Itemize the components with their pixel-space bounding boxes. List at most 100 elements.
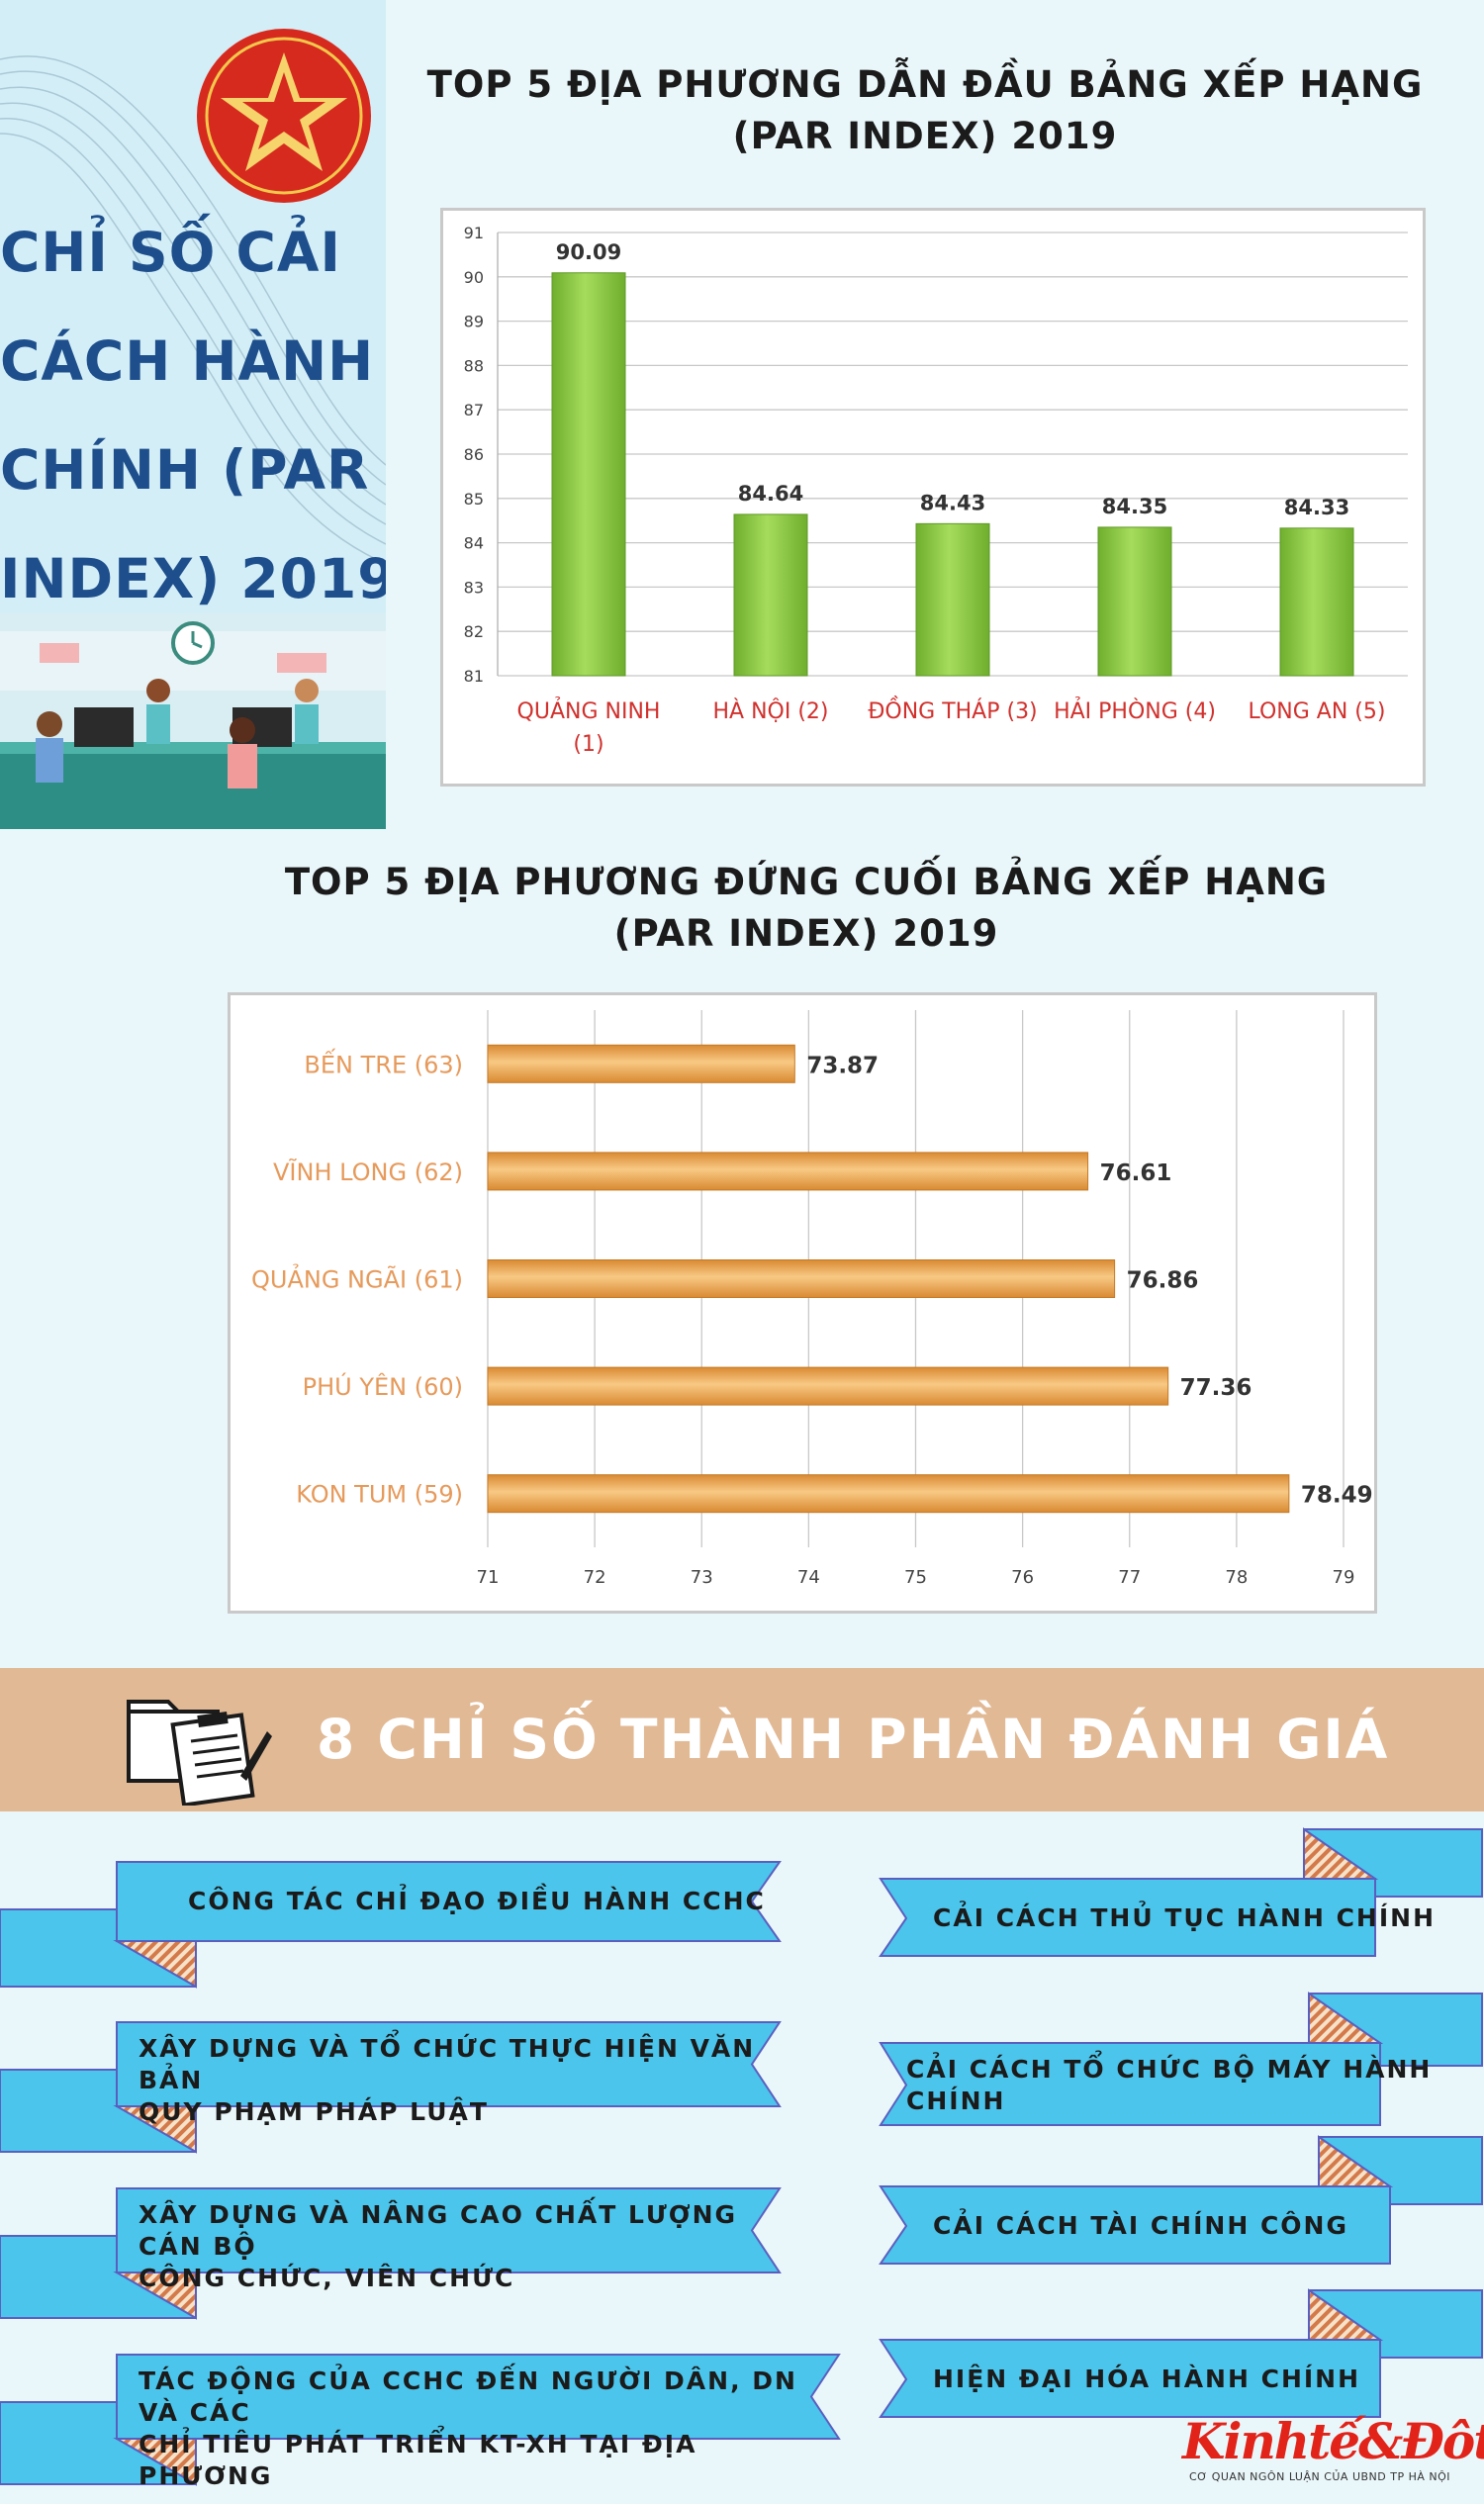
y-tick-label: 86 [464, 445, 484, 464]
y-tick-label: PHÚ YÊN (60) [303, 1371, 463, 1401]
y-tick-label: KON TUM (59) [296, 1481, 463, 1509]
ribbon-band [879, 2185, 1391, 2265]
x-tick-label: LONG AN (5) [1249, 699, 1386, 724]
bar [487, 1152, 1089, 1191]
indicator-ribbon-right: CẢI CÁCH TÀI CHÍNH CÔNG [879, 2135, 1484, 2266]
data-label: 84.43 [920, 491, 985, 514]
ribbon-band [879, 2339, 1381, 2418]
chart2-title-line: TOP 5 ĐỊA PHƯƠNG ĐỨNG CUỐI BẢNG XẾP HẠNG [284, 861, 1329, 903]
x-tick-label: (1) [573, 732, 603, 757]
indicator-label-line: CHÍNH [906, 2086, 1006, 2115]
y-tick-label: BẾN TRE (63) [304, 1047, 463, 1078]
data-label: 76.61 [1100, 1160, 1172, 1186]
chart1-title-line: TOP 5 ĐỊA PHƯƠNG DẪN ĐẦU BẢNG XẾP HẠNG [426, 63, 1424, 106]
indicator-label-line: CẢI CÁCH TỔ CHỨC BỘ MÁY HÀNH [906, 2054, 1433, 2084]
indicator-label-line: CÔNG CHỨC, VIÊN CHỨC [139, 2263, 515, 2292]
ribbon-band [116, 1861, 782, 1942]
x-tick-label: 74 [797, 1567, 820, 1588]
x-tick-label: 71 [477, 1567, 500, 1588]
office-illustration [0, 613, 386, 829]
indicator-label: XÂY DỰNG VÀ NÂNG CAO CHẤT LƯỢNG CÁN BỘ CÔ… [139, 2199, 782, 2294]
indicator-label-line: QUY PHẠM PHÁP LUẬT [139, 2096, 489, 2126]
ribbon-band [879, 2042, 1381, 2126]
publisher-tagline: CƠ QUAN NGÔN LUẬN CỦA UBND TP HÀ NỘI [1189, 2470, 1451, 2483]
x-tick-label: ĐỒNG THÁP (3) [868, 696, 1037, 724]
y-tick-label: 89 [464, 313, 484, 331]
indicator-label-line: TÁC ĐỘNG CỦA CCHC ĐẾN NGƯỜI DÂN, DN VÀ C… [139, 2365, 797, 2427]
bar [487, 1044, 795, 1083]
indicator-ribbon-left: XÂY DỰNG VÀ NÂNG CAO CHẤT LƯỢNG CÁN BỘ CÔ… [0, 2186, 782, 2320]
data-label: 77.36 [1180, 1375, 1252, 1401]
indicator-label: TÁC ĐỘNG CỦA CCHC ĐẾN NGƯỜI DÂN, DN VÀ C… [139, 2365, 841, 2492]
indicator-label-line: CẢI CÁCH THỦ TỤC HÀNH CHÍNH [933, 1903, 1436, 1932]
indicator-label: HIỆN ĐẠI HÓA HÀNH CHÍNH [933, 2364, 1360, 2395]
bar [487, 1259, 1116, 1298]
y-tick-label: 81 [464, 667, 484, 686]
ribbon-band [116, 2354, 841, 2440]
chart1-svg: 81 82 83 84 85 86 87 88 89 90 91 90.09 QUẢNG NINH (1)… [464, 224, 1408, 757]
ribbon-band [116, 2187, 782, 2273]
data-label: 84.64 [738, 482, 803, 506]
indicator-label-line: CHỈ TIÊU PHÁT TRIỂN KT-XH TẠI ĐỊA PHƯƠNG [139, 2429, 697, 2490]
folder-clipboard-icon [127, 1700, 272, 1806]
bar [1279, 527, 1354, 677]
bar [487, 1474, 1290, 1514]
indicator-label-line: XÂY DỰNG VÀ NÂNG CAO CHẤT LƯỢNG CÁN BỘ [139, 2199, 738, 2261]
x-tick-label: HÀ NỘI (2) [712, 698, 828, 724]
title-line: INDEX) 2019 [0, 547, 386, 610]
y-tick-label: 91 [464, 224, 484, 242]
title-line: CHỈ SỐ CẢI [0, 221, 341, 284]
x-tick-label: 78 [1225, 1567, 1248, 1588]
indicator-label: CÔNG TÁC CHỈ ĐẠO ĐIỀU HÀNH CCHC [188, 1886, 766, 1917]
ministry-emblem [197, 29, 371, 203]
bar [487, 1366, 1169, 1406]
y-tick-label: 82 [464, 622, 484, 641]
y-tick-label: VĨNH LONG (62) [273, 1157, 463, 1186]
chart2-title: TOP 5 ĐỊA PHƯƠNG ĐỨNG CUỐI BẢNG XẾP HẠNG… [237, 857, 1375, 960]
ribbon-band [116, 2021, 782, 2107]
bar [733, 513, 808, 677]
title-line: CÁCH HÀNH [0, 329, 375, 393]
bar [551, 272, 626, 677]
y-tick-label: 88 [464, 356, 484, 375]
title-panel: CHỈ SỐ CẢI CÁCH HÀNH CHÍNH (PAR INDEX) 2… [0, 0, 386, 829]
indicator-label: CẢI CÁCH THỦ TỤC HÀNH CHÍNH [933, 1902, 1436, 1934]
indicator-label-line: CÔNG TÁC CHỈ ĐẠO ĐIỀU HÀNH CCHC [188, 1887, 766, 1915]
indicator-label: CẢI CÁCH TÀI CHÍNH CÔNG [933, 2210, 1348, 2242]
chart2-title-line: (PAR INDEX) 2019 [613, 912, 999, 955]
y-tick-label: 87 [464, 401, 484, 419]
indicator-ribbon-right: CẢI CÁCH THỦ TỤC HÀNH CHÍNH [879, 1827, 1484, 1958]
bar [915, 522, 990, 677]
indicator-label-line: XÂY DỰNG VÀ TỔ CHỨC THỰC HIỆN VĂN BẢN [139, 2033, 756, 2094]
chart1-frame: 81 82 83 84 85 86 87 88 89 90 91 90.09 QUẢNG NINH (1)… [440, 208, 1426, 787]
chart2-svg: 71 72 73 74 75 76 77 78 79 73.87 BẾN TRE (63) 76.61… [251, 1010, 1373, 1588]
indicator-ribbon-right: CẢI CÁCH TỔ CHỨC BỘ MÁY HÀNH CHÍNH [879, 1992, 1484, 2127]
data-label: 76.86 [1127, 1268, 1199, 1294]
chart2-frame: 71 72 73 74 75 76 77 78 79 73.87 BẾN TRE (63) 76.61… [228, 992, 1377, 1614]
chart1-title-line: (PAR INDEX) 2019 [732, 115, 1118, 157]
x-tick-label: HẢI PHÒNG (4) [1054, 697, 1216, 724]
y-tick-label: QUẢNG NGÃI (61) [251, 1263, 463, 1294]
data-label: 78.49 [1301, 1483, 1373, 1509]
data-label: 84.35 [1102, 495, 1167, 518]
data-label: 73.87 [806, 1053, 879, 1078]
data-label: 84.33 [1284, 496, 1349, 519]
data-label: 90.09 [556, 240, 621, 264]
x-tick-label: 79 [1333, 1567, 1355, 1588]
publisher-logo: Kinhtế&Đôthị [1182, 2412, 1484, 2470]
y-tick-label: 90 [464, 268, 484, 287]
indicator-label-line: HIỆN ĐẠI HÓA HÀNH CHÍNH [933, 2365, 1361, 2393]
x-tick-label: 77 [1118, 1567, 1141, 1588]
title-line: CHÍNH (PAR [0, 438, 370, 502]
bar [1097, 526, 1172, 677]
ribbon-band [879, 1878, 1376, 1957]
indicator-label: CẢI CÁCH TỔ CHỨC BỘ MÁY HÀNH CHÍNH [906, 2054, 1432, 2117]
indicator-ribbon-left: TÁC ĐỘNG CỦA CCHC ĐẾN NGƯỜI DÂN, DN VÀ C… [0, 2353, 841, 2490]
decorative-swirl [0, 55, 386, 565]
x-tick-label: 75 [904, 1567, 927, 1588]
y-tick-label: 85 [464, 490, 484, 509]
x-tick-label: 72 [584, 1567, 606, 1588]
main-title: CHỈ SỐ CẢI CÁCH HÀNH CHÍNH (PAR INDEX) 2… [0, 198, 386, 633]
x-tick-label: QUẢNG NINH [517, 697, 661, 724]
indicator-ribbon-left: XÂY DỰNG VÀ TỔ CHỨC THỰC HIỆN VĂN BẢN QUY… [0, 2020, 782, 2154]
